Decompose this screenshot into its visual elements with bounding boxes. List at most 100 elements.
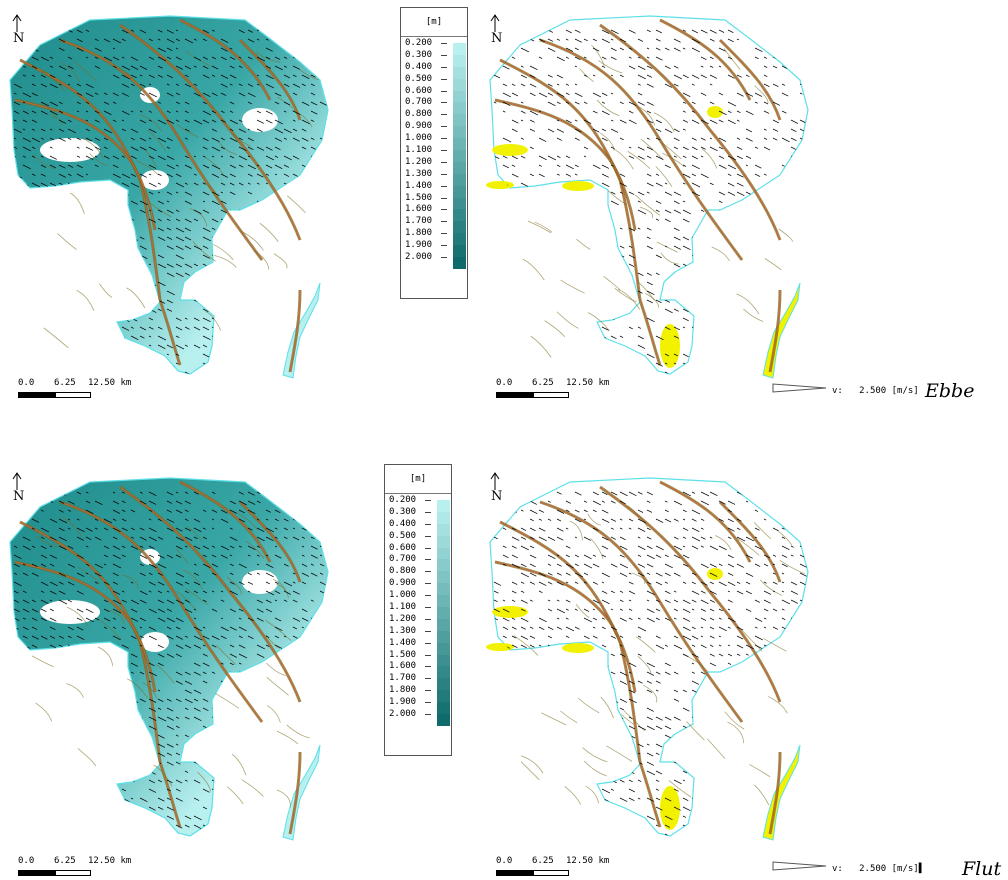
legend-level: 0.300 bbox=[385, 506, 451, 524]
legend-level: 0.600 bbox=[385, 542, 451, 560]
legend-swatch bbox=[437, 523, 450, 536]
legend-unit: [m] bbox=[385, 465, 451, 494]
legend-level: 1.600 bbox=[401, 203, 467, 222]
legend-swatch bbox=[437, 559, 450, 572]
legend-level: 1.300 bbox=[401, 168, 467, 186]
legend-level: 1.900 bbox=[385, 696, 451, 715]
legend-swatch bbox=[453, 209, 466, 222]
legend-swatch bbox=[437, 535, 450, 548]
legend-level: 1.000 bbox=[401, 132, 467, 151]
legend-swatch bbox=[437, 654, 450, 667]
legend-unit: [m] bbox=[401, 8, 467, 37]
legend-swatch bbox=[453, 221, 466, 234]
legend-swatch bbox=[437, 511, 450, 524]
legend-level: 0.300 bbox=[401, 49, 467, 67]
flut-velocity-map bbox=[480, 462, 825, 862]
scale-bar: 0.0 6.25 12.50 km bbox=[496, 856, 716, 876]
legend-level: 0.500 bbox=[385, 530, 451, 548]
legend-swatch bbox=[437, 607, 450, 620]
legend-level: 1.700 bbox=[385, 672, 451, 691]
legend-swatch bbox=[437, 678, 450, 691]
legend-swatch bbox=[453, 138, 466, 151]
legend-level: 1.500 bbox=[385, 649, 451, 667]
legend-level: 0.500 bbox=[401, 73, 467, 91]
legend-swatch bbox=[453, 197, 466, 210]
north-arrow-icon: N bbox=[10, 14, 28, 48]
velocity-reference-label: v: 2.500 [m/s] bbox=[832, 386, 919, 396]
legend-swatch bbox=[453, 185, 466, 198]
legend-level: 0.400 bbox=[401, 61, 467, 79]
legend-level: 0.900 bbox=[385, 577, 451, 596]
legend-swatch bbox=[437, 500, 450, 512]
legend-swatch bbox=[437, 618, 450, 631]
legend-level: 0.200 bbox=[401, 37, 467, 55]
legend-swatch bbox=[437, 666, 450, 679]
legend-level: 1.100 bbox=[385, 601, 451, 620]
legend-level: 1.300 bbox=[385, 625, 451, 643]
legend-swatch bbox=[437, 642, 450, 655]
legend-level: 1.900 bbox=[401, 239, 467, 258]
velocity-map-svg bbox=[486, 477, 809, 841]
legend-swatch bbox=[453, 102, 466, 115]
velocity-arrow-icon bbox=[772, 383, 827, 393]
legend-level: 0.700 bbox=[385, 553, 451, 572]
scale-bar: 0.0 6.25 12.50 km bbox=[18, 856, 238, 876]
legend-swatch bbox=[437, 702, 450, 715]
legend-swatch bbox=[453, 90, 466, 103]
ebbe-velocity-map bbox=[480, 0, 825, 400]
legend-level: 1.200 bbox=[401, 156, 467, 174]
depth-legend: [m] 0.200 0.300 0.400 0.500 0.600 0.700 0.800 0.… bbox=[384, 464, 452, 756]
legend-swatch bbox=[453, 161, 466, 174]
north-arrow-icon: N bbox=[488, 14, 506, 48]
flut-depth-map bbox=[0, 462, 345, 862]
depth-legend: [m] 0.200 0.300 0.400 0.500 0.600 0.700 0.800 0.… bbox=[400, 7, 468, 299]
legend-swatch bbox=[437, 547, 450, 560]
legend-swatch bbox=[453, 150, 466, 163]
legend-swatch bbox=[453, 233, 466, 246]
depth-map-svg bbox=[9, 15, 329, 379]
legend-level: 1.400 bbox=[385, 637, 451, 655]
north-arrow-icon: N bbox=[488, 472, 506, 506]
caption-flut: Flut bbox=[962, 858, 1002, 880]
scale-bar: 0.0 6.25 12.50 km bbox=[18, 378, 238, 398]
caption-ebbe: Ebbe bbox=[925, 380, 975, 402]
depth-map-svg bbox=[9, 477, 329, 841]
legend-swatch bbox=[453, 43, 466, 55]
legend-level: 0.900 bbox=[401, 120, 467, 139]
legend-level: 1.800 bbox=[401, 227, 467, 246]
legend-level: 0.400 bbox=[385, 518, 451, 536]
legend-swatch bbox=[453, 245, 466, 258]
legend-level: 0.600 bbox=[401, 85, 467, 103]
legend-swatch bbox=[437, 714, 450, 727]
north-arrow-icon: N bbox=[10, 472, 28, 506]
legend-swatch bbox=[453, 78, 466, 91]
legend-swatch bbox=[437, 583, 450, 596]
legend-swatch bbox=[453, 257, 466, 270]
legend-swatch bbox=[437, 690, 450, 703]
legend-swatch bbox=[453, 66, 466, 79]
legend-level: 2.000 bbox=[401, 251, 467, 270]
scale-bar: 0.0 6.25 12.50 km bbox=[496, 378, 716, 398]
legend-level: 0.200 bbox=[385, 494, 451, 512]
legend-swatch bbox=[453, 173, 466, 186]
legend-swatch bbox=[453, 114, 466, 127]
legend-level: 1.200 bbox=[385, 613, 451, 631]
legend-level: 1.700 bbox=[401, 215, 467, 234]
velocity-arrow-icon bbox=[772, 861, 827, 871]
legend-swatch bbox=[437, 630, 450, 643]
legend-level: 1.600 bbox=[385, 660, 451, 679]
velocity-map-svg bbox=[486, 15, 809, 379]
legend-level: 0.700 bbox=[401, 96, 467, 115]
legend-level: 1.100 bbox=[401, 144, 467, 163]
velocity-reference-label: v: 2.500 [m/s]▌ bbox=[832, 864, 925, 874]
legend-swatch bbox=[437, 571, 450, 584]
legend-level: 0.800 bbox=[401, 108, 467, 127]
ebbe-depth-map bbox=[0, 0, 345, 400]
legend-level: 1.500 bbox=[401, 192, 467, 210]
legend-swatch bbox=[453, 126, 466, 139]
legend-level: 2.000 bbox=[385, 708, 451, 727]
legend-level: 1.800 bbox=[385, 684, 451, 703]
legend-swatch bbox=[453, 54, 466, 67]
legend-level: 1.400 bbox=[401, 180, 467, 198]
legend-level: 0.800 bbox=[385, 565, 451, 584]
